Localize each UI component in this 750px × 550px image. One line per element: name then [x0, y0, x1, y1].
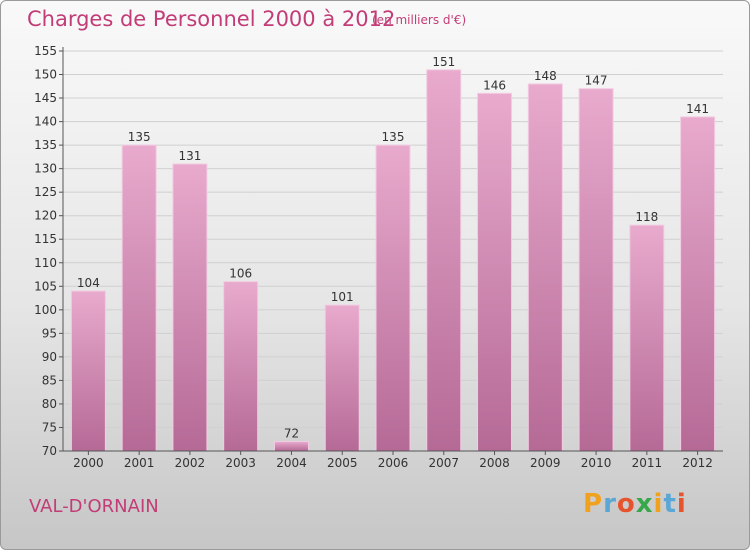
x-tick-label-2003: 2003	[225, 456, 256, 470]
y-tick-label: 85	[42, 373, 57, 387]
value-label-2007: 151	[432, 55, 455, 69]
x-tick-label-2009: 2009	[530, 456, 561, 470]
y-tick-label: 135	[34, 138, 57, 152]
proxiti-logo: Proxiti	[583, 489, 687, 519]
y-tick-label: 100	[34, 303, 57, 317]
y-tick-label: 155	[34, 44, 57, 58]
x-tick-label-2001: 2001	[124, 456, 155, 470]
y-tick-label: 105	[34, 279, 57, 293]
bar-2007	[426, 69, 462, 452]
y-tick-label: 110	[34, 256, 57, 270]
logo-letter: r	[603, 489, 617, 519]
y-tick-label: 130	[34, 162, 57, 176]
y-tick-label: 140	[34, 115, 57, 129]
bar-2002	[172, 163, 208, 452]
bar-2011	[629, 224, 665, 452]
y-tick-label: 90	[42, 350, 57, 364]
y-tick-label: 80	[42, 397, 57, 411]
value-label-2009: 148	[534, 69, 557, 83]
bar-2000	[70, 290, 106, 452]
value-label-2001: 135	[128, 130, 151, 144]
bar-2010	[578, 88, 614, 452]
logo-letter: t	[663, 489, 677, 519]
x-tick-label-2005: 2005	[327, 456, 358, 470]
y-tick-label: 115	[34, 232, 57, 246]
y-tick-label: 125	[34, 185, 57, 199]
bar-2006	[375, 144, 411, 452]
value-label-2005: 101	[331, 290, 354, 304]
chart-unit: (en milliers d'€)	[372, 13, 467, 27]
logo-letter: x	[635, 489, 654, 519]
x-tick-label-2010: 2010	[581, 456, 612, 470]
bar-2003	[223, 281, 259, 452]
y-tick-label: 120	[34, 209, 57, 223]
chart-title: Charges de Personnel 2000 à 2012	[27, 7, 396, 31]
bar-2012	[680, 116, 716, 452]
y-tick-label: 70	[42, 444, 57, 458]
x-tick-label-2007: 2007	[428, 456, 459, 470]
y-tick-label: 75	[42, 420, 57, 434]
y-tick-label: 145	[34, 91, 57, 105]
bar-2009	[527, 83, 563, 452]
logo-letter: i	[653, 489, 664, 519]
y-tick-label: 95	[42, 326, 57, 340]
bar-2004	[273, 441, 309, 452]
x-tick-label-2000: 2000	[73, 456, 104, 470]
x-tick-label-2002: 2002	[175, 456, 206, 470]
x-tick-label-2012: 2012	[682, 456, 713, 470]
x-tick-label-2004: 2004	[276, 456, 307, 470]
bar-2001	[121, 144, 157, 452]
y-tick-label: 150	[34, 68, 57, 82]
x-tick-label-2011: 2011	[632, 456, 663, 470]
logo-letter: i	[676, 489, 687, 519]
place-name: VAL-D'ORNAIN	[29, 496, 159, 517]
value-label-2002: 131	[178, 149, 201, 163]
bar-2008	[477, 92, 513, 452]
value-label-2012: 141	[686, 102, 709, 116]
value-label-2000: 104	[77, 276, 100, 290]
x-tick-label-2008: 2008	[479, 456, 510, 470]
value-label-2003: 106	[229, 267, 252, 281]
value-label-2004: 72	[284, 427, 299, 441]
value-label-2008: 146	[483, 78, 506, 92]
x-tick-label-2006: 2006	[378, 456, 409, 470]
logo-letter: o	[616, 489, 636, 519]
bar-2005	[324, 304, 360, 452]
value-label-2010: 147	[585, 74, 608, 88]
value-label-2011: 118	[635, 210, 658, 224]
logo-letter: P	[583, 489, 604, 519]
value-label-2006: 135	[382, 130, 405, 144]
